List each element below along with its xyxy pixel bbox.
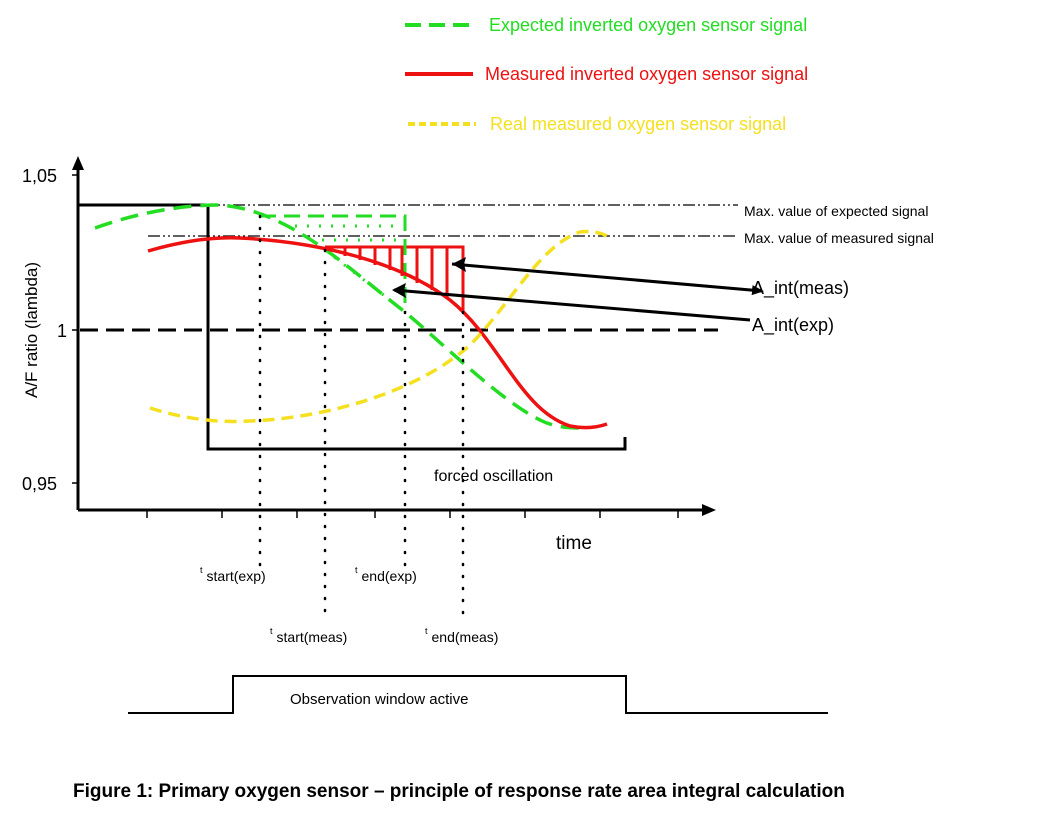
figure-caption: Figure 1: Primary oxygen sensor – princi… — [73, 781, 845, 802]
t-end-meas: t end(meas) — [425, 626, 498, 645]
forced-oscillation-signal — [78, 203, 627, 451]
expected-signal-curve — [94, 203, 581, 430]
max-measured-label: Max. value of measured signal — [744, 230, 934, 246]
y-axis-label: A/F ratio (lambda) — [22, 262, 41, 398]
forced-oscillation-label: forced oscillation — [434, 468, 553, 485]
max-expected-label: Max. value of expected signal — [744, 203, 928, 219]
a-int-exp-label: A_int(exp) — [752, 315, 834, 336]
measured-signal-curve — [147, 236, 608, 430]
ytick-label: 1,05 — [22, 166, 57, 186]
x-axis-label: time — [556, 533, 592, 554]
legend-expected-label: Expected inverted oxygen sensor signal — [489, 15, 807, 35]
a-int-exp-arrow — [393, 288, 751, 322]
axes — [72, 156, 716, 518]
observation-window-signal — [128, 675, 828, 714]
legend: Expected inverted oxygen sensor signal M… — [405, 15, 808, 134]
t-start-exp: t start(exp) — [200, 565, 266, 584]
observation-window-label: Observation window active — [290, 691, 468, 708]
t-end-exp: t end(exp) — [355, 565, 417, 584]
real-signal-curve — [149, 229, 608, 424]
time-marker-labels: t start(exp) t end(exp) t start(meas) t end(… — [200, 565, 498, 645]
time-markers — [258, 214, 465, 622]
ytick-label: 1 — [57, 321, 67, 341]
a-int-meas-arrow — [451, 262, 764, 296]
t-start-meas: t start(meas) — [270, 626, 347, 645]
legend-measured-label: Measured inverted oxygen sensor signal — [485, 64, 808, 84]
ytick-label: 0,95 — [22, 474, 57, 494]
a-int-meas-label: A_int(meas) — [752, 278, 849, 299]
legend-real-label: Real measured oxygen sensor signal — [490, 114, 786, 134]
